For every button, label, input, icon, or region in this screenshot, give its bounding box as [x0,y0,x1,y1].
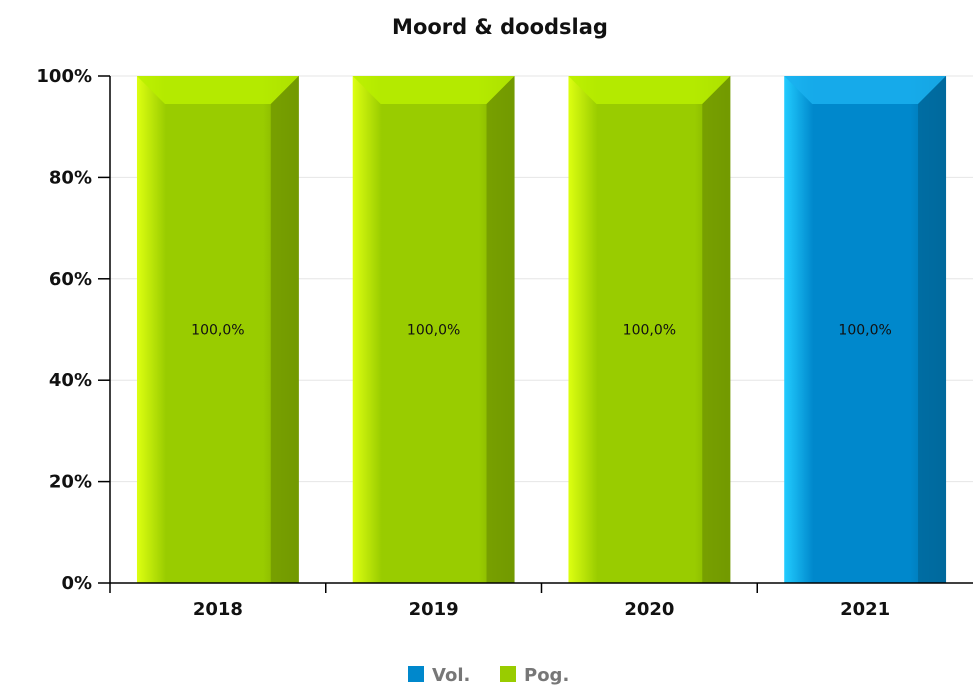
y-tick-label: 80% [49,167,92,188]
y-tick-label: 40% [49,370,92,391]
bar-2018 [136,76,299,583]
x-tick-label: 2019 [409,599,459,620]
bar-bevel-top [784,76,947,104]
bar-bevel-top [568,76,731,104]
data-label: 100,0% [623,323,676,339]
bar-2019 [352,76,515,583]
chart-title: Moord & doodslag [392,15,608,39]
x-axis-ticks: 2018 2019 2020 2021 [109,583,890,620]
bar-bevel-top [136,76,299,104]
bars: 100,0% 100,0% 100,0% 100,0% [136,76,947,583]
x-tick-label: 2020 [624,599,674,620]
x-tick-label: 2021 [840,599,890,620]
bar-bevel-right [918,76,947,583]
y-axis-ticks: 0% 20% 40% 60% 80% 100% [36,66,110,594]
bar-bevel-right [486,76,515,583]
bar-bevel-right [270,76,299,583]
y-tick-label: 100% [36,66,92,87]
legend-swatch-vol [408,666,424,682]
data-label: 100,0% [838,323,891,339]
y-tick-label: 20% [49,472,92,493]
data-label: 100,0% [191,323,244,339]
x-tick-label: 2018 [193,599,243,620]
bar-2021 [784,76,947,583]
y-tick-label: 60% [49,269,92,290]
y-tick-label: 0% [61,573,92,594]
bar-bevel-right [702,76,731,583]
bar-2020 [568,76,731,583]
legend: Vol. Pog. [408,665,569,685]
data-label: 100,0% [407,323,460,339]
legend-label: Pog. [524,665,569,685]
legend-label: Vol. [432,665,470,685]
bar-bevel-top [352,76,515,104]
legend-swatch-pog [500,666,516,682]
